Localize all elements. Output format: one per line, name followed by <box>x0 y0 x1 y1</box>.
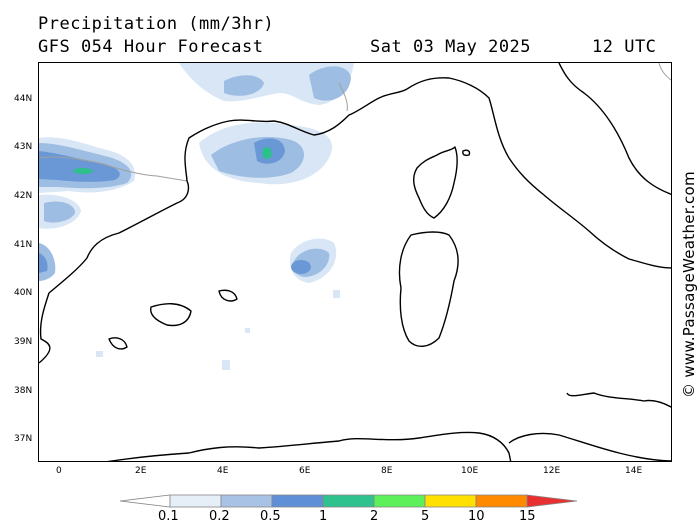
legend-label: 1 <box>319 509 328 524</box>
watermark-text: © www.PassageWeather.com <box>680 171 698 398</box>
lon-label: 14E <box>625 466 643 476</box>
legend-color-swatch <box>169 494 222 508</box>
lat-label: 43N <box>14 142 33 152</box>
coast-calabria <box>566 392 671 408</box>
border-layer <box>39 63 671 182</box>
precip-patch-1 <box>333 290 340 298</box>
precip-area-west-heavy <box>39 253 48 273</box>
coast-sicily <box>508 432 671 461</box>
precip-patch-4 <box>245 328 250 333</box>
lon-label: 8E <box>381 466 393 476</box>
lat-label: 41N <box>14 240 33 250</box>
legend-label: 0.1 <box>158 509 179 524</box>
legend-color-swatch <box>322 494 375 508</box>
precipitation-map <box>38 62 672 462</box>
legend-color-swatch <box>424 494 477 508</box>
legend-label: 15 <box>519 509 536 524</box>
border-france-italy <box>338 82 348 112</box>
coast-elba <box>462 149 471 157</box>
border-france-spain <box>39 156 188 182</box>
legend-min-arrow <box>119 494 171 508</box>
precip-patch-2 <box>222 360 230 370</box>
coast-corsica <box>412 146 458 219</box>
legend-label: 10 <box>468 509 485 524</box>
legend-color-swatch <box>271 494 324 508</box>
legend-label: 2 <box>370 509 379 524</box>
coast-minorca <box>218 289 238 302</box>
border-italy-slovenia <box>658 63 671 81</box>
lat-label: 39N <box>14 337 33 347</box>
lon-label: 4E <box>217 466 229 476</box>
coast-spain <box>39 180 190 364</box>
forecast-date: Sat 03 May 2025 <box>370 37 532 57</box>
legend-max-arrow <box>526 494 578 508</box>
lon-label: 2E <box>135 466 147 476</box>
legend-label: 0.2 <box>209 509 230 524</box>
coast-france <box>184 88 408 182</box>
precip-area-pyrenees-peak <box>73 168 93 174</box>
lat-label: 38N <box>14 386 33 396</box>
map-canvas <box>39 63 671 461</box>
lat-label: 42N <box>14 191 33 201</box>
coast-north-africa <box>107 431 512 461</box>
lat-label: 40N <box>14 288 33 298</box>
legend-colorbar <box>119 494 578 508</box>
lon-label: 12E <box>543 466 561 476</box>
coast-sardinia <box>398 231 459 347</box>
precip-area-gulf-peak <box>262 147 272 159</box>
coast-ibiza <box>108 337 128 350</box>
forecast-subtitle: GFS 054 Hour Forecast <box>38 37 264 57</box>
precip-patch-3 <box>96 351 103 357</box>
lat-label: 44N <box>14 94 33 104</box>
precipitation-layer <box>39 63 354 370</box>
lon-label: 0 <box>56 466 62 476</box>
coast-italy-adriatic <box>558 63 671 195</box>
precip-area-north-light <box>179 63 354 105</box>
legend-color-swatch <box>220 494 273 508</box>
coast-italy-west <box>406 77 671 269</box>
legend-color-swatch <box>475 494 528 508</box>
precip-area-sea-heavy <box>291 260 311 274</box>
legend-label: 0.5 <box>260 509 281 524</box>
precip-area-pyrenees-heavy <box>39 151 120 182</box>
legend-color-swatch <box>373 494 426 508</box>
chart-title: Precipitation (mm/3hr) <box>38 14 275 34</box>
forecast-time: 12 UTC <box>592 37 657 57</box>
lon-label: 6E <box>299 466 311 476</box>
precip-area-provence-moderate <box>224 75 264 96</box>
lat-label: 37N <box>14 434 33 444</box>
precip-area-catalonia-moderate <box>44 201 75 223</box>
lon-label: 10E <box>461 466 479 476</box>
coast-mallorca <box>150 303 192 327</box>
legend-label: 5 <box>421 509 430 524</box>
coastline-layer <box>39 63 671 461</box>
precip-area-alps-moderate <box>309 66 351 101</box>
